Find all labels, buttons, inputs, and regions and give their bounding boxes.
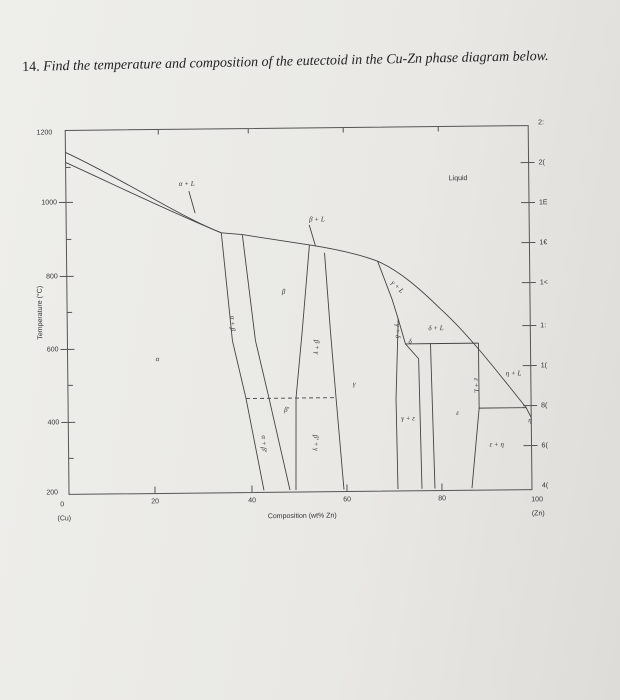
region-label: ε + η [489,440,504,448]
region-label: α [156,355,160,363]
region-label: ε + L [472,378,480,393]
region-label: η + L [506,369,522,377]
region-label: η [528,416,532,424]
region-label: γ + δ [394,324,402,339]
right-tick-label: 1€ [539,239,547,246]
right-tick-label: 2: [538,119,544,126]
axis-ticks [58,126,538,494]
x-tick-label: 80 [438,495,446,502]
y-tick-label: 1200 [37,129,53,136]
y-tick-label: 600 [47,346,59,353]
x-tick-label: 20 [151,498,159,505]
right-tick-label: 1: [540,322,546,329]
region-label: γ + L [389,279,405,295]
x-axis-title: Composition (wt% Zn) [268,512,337,520]
y-tick-label: 200 [46,489,58,496]
region-label: β + L [308,215,325,223]
x-tick-label: 40 [248,497,256,504]
region-label: Liquid [449,175,468,182]
region-label: α + β′ [260,435,268,452]
right-tick-label: 8( [541,402,548,409]
x-tick-label: 60 [343,496,351,503]
region-label: γ + ε [401,414,415,422]
right-tick-label: 4( [542,482,549,489]
region-label: α + β [229,316,237,332]
x-tick-label: 0 [60,501,64,508]
region-label: β′ [283,406,290,414]
right-tick-label: 1( [541,362,548,369]
y-axis-title: Temperature (°C) [36,286,45,340]
x-end-label: (Cu) [57,515,71,522]
region-label: γ [353,380,356,388]
y-tick-label: 1000 [41,199,57,206]
region-label: δ [408,337,412,345]
y-tick-label: 800 [46,273,58,280]
right-tick-label: 1< [540,279,548,286]
right-tick-label: 2( [539,159,546,166]
phase-lines [65,152,532,491]
right-tick-label: 6( [542,442,549,449]
x-tick-label: 100 [531,496,543,503]
y-tick-label: 400 [48,419,60,426]
region-label: α + L [179,180,195,188]
region-label: β′ + γ [312,434,320,451]
right-tick-label: 1E [539,199,548,206]
region-label: δ + L [428,324,444,332]
region-label: ε [456,409,459,417]
x-end-label: (Zn) [532,510,545,517]
region-label: β + γ [313,339,321,355]
region-label: β [281,288,286,296]
